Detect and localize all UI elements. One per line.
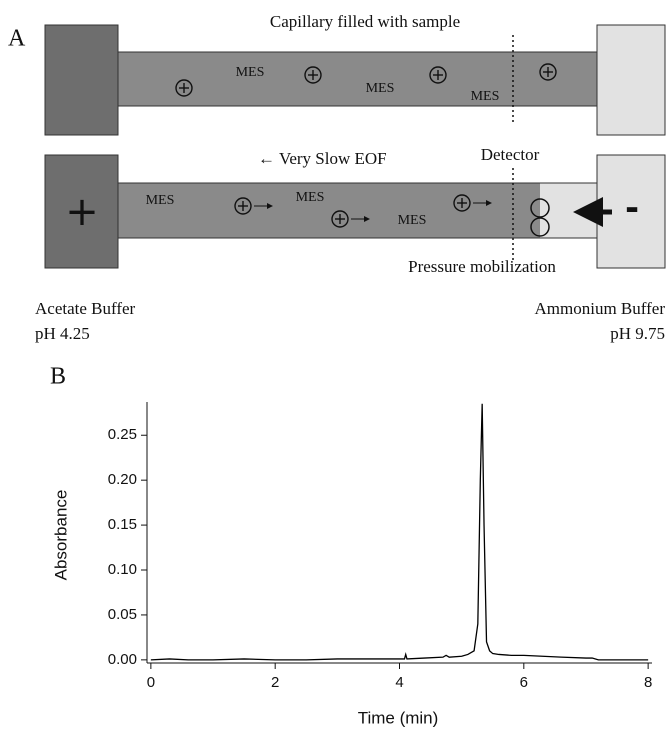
capillary xyxy=(117,51,598,107)
ion-label: MES xyxy=(296,190,325,205)
panel-label: B xyxy=(50,364,66,390)
pressure-label: Pressure mobilization xyxy=(408,257,556,276)
buffer-label: Acetate Buffer xyxy=(35,299,136,318)
panel-a: A Capillary filled with sample MES MES M… xyxy=(8,12,666,343)
eof-label: ← Very Slow EOF xyxy=(258,149,387,168)
detector-label: Detector xyxy=(481,145,540,164)
buffer-label: pH 4.25 xyxy=(35,324,90,343)
ion-label: MES xyxy=(236,65,265,80)
sample-zone xyxy=(118,183,540,238)
y-tick-label: 0.00 xyxy=(108,651,137,668)
x-tick-label: 8 xyxy=(644,674,652,691)
buffer-label: Ammonium Buffer xyxy=(535,299,666,318)
bubble xyxy=(530,217,550,237)
caption: Capillary filled with sample xyxy=(270,12,460,31)
buffer-label: pH 9.75 xyxy=(610,324,665,343)
x-tick-label: 0 xyxy=(147,674,155,691)
x-tick-label: 6 xyxy=(520,674,528,691)
ion-label: MES xyxy=(398,213,427,228)
ion-label: MES xyxy=(471,89,500,104)
cathode-sign: - xyxy=(625,189,639,229)
reservoir xyxy=(44,154,119,269)
anode-sign: + xyxy=(65,189,99,235)
x-axis-label: Time (min) xyxy=(358,708,439,727)
panel-label: A xyxy=(8,26,26,52)
y-axis-label: Absorbance xyxy=(51,490,70,581)
reservoir xyxy=(596,24,666,136)
x-tick-label: 2 xyxy=(271,674,279,691)
y-tick-label: 0.20 xyxy=(108,471,137,488)
x-tick-label: 4 xyxy=(395,674,403,691)
trace xyxy=(150,403,649,661)
reservoir xyxy=(44,24,119,136)
bubble xyxy=(530,198,550,218)
ion-label: MES xyxy=(366,81,395,96)
y-tick-label: 0.15 xyxy=(108,516,137,533)
panel-b: B Time (min) Absorbance 0.00 0.05 0.10 0.15… xyxy=(50,364,652,728)
y-tick-label: 0.25 xyxy=(108,426,137,443)
y-tick-label: 0.05 xyxy=(108,606,137,623)
y-tick-label: 0.10 xyxy=(108,561,137,578)
ion-label: MES xyxy=(146,193,175,208)
